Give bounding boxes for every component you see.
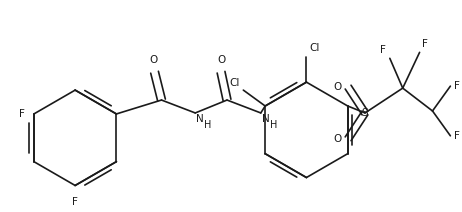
Text: O: O [217, 55, 225, 65]
Text: O: O [333, 82, 341, 92]
Text: F: F [422, 39, 427, 49]
Text: H: H [204, 120, 212, 130]
Text: O: O [149, 55, 158, 65]
Text: F: F [19, 109, 25, 119]
Text: F: F [454, 81, 460, 91]
Text: O: O [333, 134, 341, 144]
Text: H: H [270, 120, 277, 130]
Text: F: F [72, 197, 78, 207]
Text: Cl: Cl [229, 78, 239, 88]
Text: N: N [262, 114, 269, 124]
Text: F: F [380, 45, 386, 55]
Text: N: N [196, 114, 204, 124]
Text: S: S [362, 108, 368, 118]
Text: F: F [454, 131, 460, 141]
Text: Cl: Cl [310, 43, 320, 53]
